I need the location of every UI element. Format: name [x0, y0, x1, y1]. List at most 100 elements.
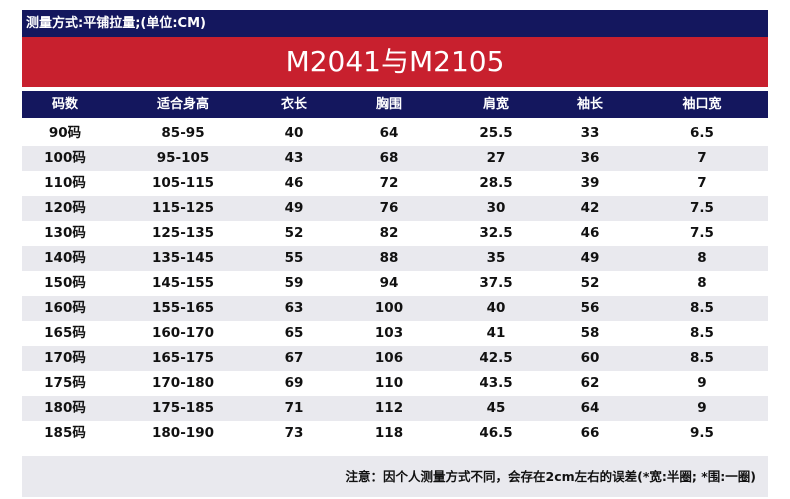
- cell-cuff: 9.5: [690, 425, 714, 441]
- cell-shoulder: 35: [486, 250, 506, 266]
- cell-shoulder: 28.5: [479, 175, 513, 191]
- cell-shoulder: 45: [486, 400, 506, 416]
- cell-shoulder: 41: [486, 325, 506, 341]
- cell-shoulder: 42.5: [479, 350, 513, 366]
- cell-size: 180码: [44, 400, 86, 416]
- cell-shoulder: 32.5: [479, 225, 513, 241]
- cell-size: 175码: [44, 375, 86, 391]
- cell-height: 105-115: [152, 175, 214, 191]
- cell-shoulder: 27: [486, 150, 506, 166]
- cell-height: 170-180: [152, 375, 214, 391]
- product-title: M2041与M2105: [22, 37, 768, 87]
- cell-chest: 103: [374, 325, 404, 341]
- cell-chest: 110: [374, 375, 404, 391]
- table-row: 130码 125-135 52 82 32.5 46 7.5: [22, 221, 768, 246]
- cell-height: 175-185: [152, 400, 214, 416]
- cell-size: 90码: [48, 125, 82, 141]
- cell-cuff: 8.5: [690, 325, 714, 341]
- cell-cuff: 7.5: [690, 200, 714, 216]
- cell-shoulder: 37.5: [479, 275, 513, 291]
- cell-length: 55: [284, 250, 304, 266]
- cell-size: 160码: [44, 300, 86, 316]
- cell-length: 71: [284, 400, 304, 416]
- cell-shoulder: 40: [486, 300, 506, 316]
- column-header-size: 码数: [51, 97, 78, 112]
- cell-size: 185码: [44, 425, 86, 441]
- size-chart: 测量方式:平铺拉量;(单位:CM) M2041与M2105 码数 适合身高 衣长…: [22, 10, 768, 497]
- cell-size: 110码: [44, 175, 86, 191]
- cell-sleeve: 39: [580, 175, 600, 191]
- table-row: 160码 155-165 63 100 40 56 8.5: [22, 296, 768, 321]
- cell-shoulder: 46.5: [479, 425, 513, 441]
- column-header-length: 衣长: [280, 97, 307, 112]
- table-row: 90码 85-95 40 64 25.5 33 6.5: [22, 121, 768, 146]
- cell-length: 43: [284, 150, 304, 166]
- cell-chest: 64: [379, 125, 399, 141]
- measurement-note: 注意：因个人测量方式不同，会存在2cm左右的误差(*宽:半圈; *围:一圈): [22, 456, 768, 497]
- cell-cuff: 7.5: [690, 225, 714, 241]
- cell-cuff: 9: [697, 400, 707, 416]
- cell-length: 73: [284, 425, 304, 441]
- cell-cuff: 9: [697, 375, 707, 391]
- cell-sleeve: 62: [580, 375, 600, 391]
- cell-cuff: 8: [697, 250, 707, 266]
- table-row: 120码 115-125 49 76 30 42 7.5: [22, 196, 768, 221]
- table-row: 175码 170-180 69 110 43.5 62 9: [22, 371, 768, 396]
- cell-sleeve: 58: [580, 325, 600, 341]
- column-header-sleeve: 袖长: [576, 97, 603, 112]
- column-header-row: 码数 适合身高 衣长 胸围 肩宽 袖长 袖口宽: [22, 91, 768, 118]
- cell-cuff: 8.5: [690, 300, 714, 316]
- cell-shoulder: 25.5: [479, 125, 513, 141]
- cell-height: 145-155: [152, 275, 214, 291]
- cell-sleeve: 49: [580, 250, 600, 266]
- column-header-cuff: 袖口宽: [682, 97, 722, 112]
- table-row: 100码 95-105 43 68 27 36 7: [22, 146, 768, 171]
- cell-chest: 82: [379, 225, 399, 241]
- table-row: 110码 105-115 46 72 28.5 39 7: [22, 171, 768, 196]
- cell-chest: 100: [374, 300, 404, 316]
- cell-chest: 88: [379, 250, 399, 266]
- column-header-chest: 胸围: [375, 97, 402, 112]
- cell-sleeve: 56: [580, 300, 600, 316]
- cell-sleeve: 66: [580, 425, 600, 441]
- cell-chest: 94: [379, 275, 399, 291]
- cell-shoulder: 43.5: [479, 375, 513, 391]
- cell-size: 150码: [44, 275, 86, 291]
- cell-chest: 112: [374, 400, 404, 416]
- cell-height: 180-190: [152, 425, 214, 441]
- cell-length: 40: [284, 125, 304, 141]
- cell-height: 155-165: [152, 300, 214, 316]
- cell-size: 100码: [44, 150, 86, 166]
- measure-method-header: 测量方式:平铺拉量;(单位:CM): [22, 10, 768, 37]
- cell-cuff: 8.5: [690, 350, 714, 366]
- cell-length: 46: [284, 175, 304, 191]
- cell-chest: 118: [374, 425, 404, 441]
- cell-cuff: 7: [697, 150, 707, 166]
- cell-length: 69: [284, 375, 304, 391]
- cell-shoulder: 30: [486, 200, 506, 216]
- cell-sleeve: 42: [580, 200, 600, 216]
- cell-sleeve: 36: [580, 150, 600, 166]
- cell-length: 67: [284, 350, 304, 366]
- cell-size: 165码: [44, 325, 86, 341]
- table-row: 170码 165-175 67 106 42.5 60 8.5: [22, 346, 768, 371]
- table-row: 140码 135-145 55 88 35 49 8: [22, 246, 768, 271]
- table-row: 180码 175-185 71 112 45 64 9: [22, 396, 768, 421]
- cell-size: 130码: [44, 225, 86, 241]
- cell-size: 120码: [44, 200, 86, 216]
- cell-cuff: 6.5: [690, 125, 714, 141]
- cell-size: 140码: [44, 250, 86, 266]
- cell-height: 95-105: [156, 150, 210, 166]
- cell-sleeve: 64: [580, 400, 600, 416]
- cell-height: 135-145: [152, 250, 214, 266]
- cell-height: 115-125: [152, 200, 214, 216]
- cell-length: 52: [284, 225, 304, 241]
- table-row: 165码 160-170 65 103 41 58 8.5: [22, 321, 768, 346]
- cell-height: 85-95: [161, 125, 205, 141]
- cell-length: 49: [284, 200, 304, 216]
- table-row: 150码 145-155 59 94 37.5 52 8: [22, 271, 768, 296]
- cell-height: 160-170: [152, 325, 214, 341]
- cell-height: 165-175: [152, 350, 214, 366]
- cell-size: 170码: [44, 350, 86, 366]
- cell-sleeve: 52: [580, 275, 600, 291]
